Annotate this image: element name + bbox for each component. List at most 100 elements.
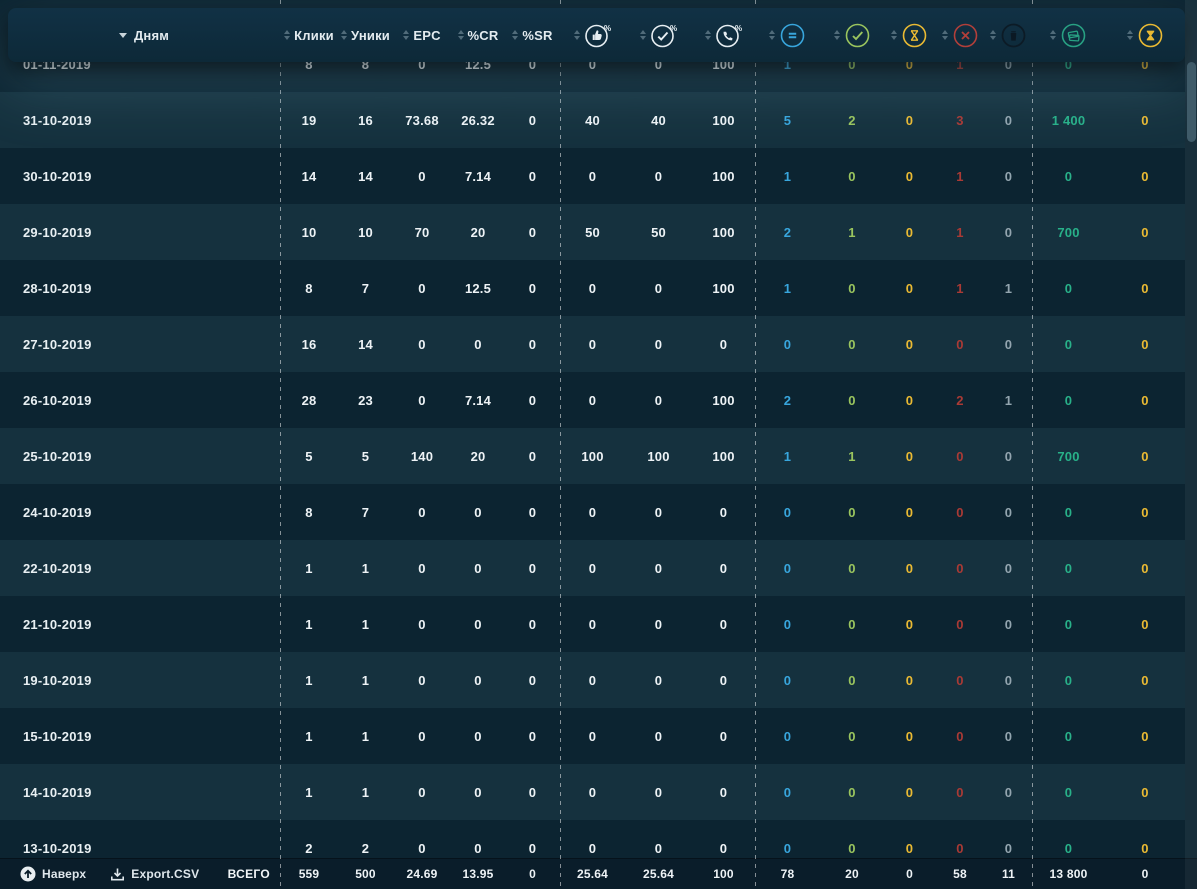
row-value: 0 [956, 448, 964, 464]
row-value: 100 [581, 448, 604, 464]
row-value: 0 [848, 504, 856, 520]
row-value: 0 [654, 392, 663, 408]
row-value: 8 [305, 280, 313, 296]
row-value: 19 [301, 112, 317, 128]
row-value: 0 [654, 504, 663, 520]
total-value: 0 [906, 867, 913, 881]
scrollbar-track[interactable] [1185, 0, 1197, 889]
row-value: 0 [1064, 784, 1073, 800]
column-header-date[interactable]: Дням [8, 8, 280, 62]
row-value: 0 [1141, 448, 1149, 464]
row-value: 0 [719, 784, 728, 800]
table-body: 01-11-2019 8 8 0 12.5 0 0 0 100 1 0 0 1 0 0 0 31-10-2019… [0, 36, 1185, 876]
row-value: 0 [1004, 672, 1013, 688]
row-value: 0 [418, 784, 426, 800]
row-value: 700 [1057, 224, 1080, 240]
row-value: 0 [418, 504, 426, 520]
row-value: 0 [1004, 616, 1013, 632]
column-header-epc[interactable]: EPC [393, 8, 451, 62]
row-value: 50 [585, 224, 600, 240]
sort-arrows-icon [341, 30, 348, 40]
column-label: Уники [351, 27, 390, 43]
column-header-leads-pending[interactable] [884, 8, 935, 62]
row-date: 28-10-2019 [23, 280, 92, 296]
row-value: 0 [528, 280, 537, 296]
check-percent-icon: % [650, 24, 677, 48]
sort-desc-icon [118, 32, 127, 38]
column-header-money-pending[interactable] [1105, 8, 1185, 62]
row-value: 1 [305, 784, 313, 800]
total-value: 13.95 [462, 867, 494, 881]
sort-arrows-icon [990, 30, 996, 40]
row-value: 0 [654, 56, 663, 72]
column-header-leads-rejected[interactable] [935, 8, 985, 62]
row-value: 0 [1064, 336, 1073, 352]
row-value: 0 [1004, 112, 1013, 128]
export-csv-button[interactable]: Export.CSV [110, 867, 199, 882]
row-value: 0 [1004, 224, 1013, 240]
row-value: 10 [358, 224, 373, 240]
row-value: 0 [588, 336, 597, 352]
column-header-call-rate[interactable]: % [692, 8, 755, 62]
total-value: 559 [298, 867, 320, 881]
row-value: 0 [1004, 840, 1013, 856]
column-header-leads-total[interactable] [755, 8, 820, 62]
row-value: 0 [905, 672, 914, 688]
back-to-top-button[interactable]: Наверх [20, 866, 86, 882]
row-value: 0 [588, 728, 597, 744]
row-value: 0 [848, 560, 856, 576]
table-row: 31-10-2019 19 16 73.68 26.32 0 40 40 100 5 2 0 3 0 1 4… [0, 92, 1185, 148]
row-value: 0 [848, 336, 856, 352]
column-header-money[interactable] [1032, 8, 1105, 62]
column-header-approve-rate[interactable]: % [560, 8, 625, 62]
row-value: 0 [848, 392, 856, 408]
row-value: 0 [588, 616, 597, 632]
sort-arrows-icon [941, 30, 948, 40]
row-date: 31-10-2019 [23, 112, 92, 128]
scrollbar-thumb[interactable] [1186, 62, 1196, 142]
sort-arrows-icon [769, 30, 775, 40]
row-value: 0 [783, 560, 792, 576]
row-value: 50 [651, 224, 666, 240]
row-date: 15-10-2019 [23, 728, 92, 744]
row-date: 22-10-2019 [23, 560, 92, 576]
row-value: 100 [712, 112, 735, 128]
row-value: 0 [783, 336, 792, 352]
column-header-leads-approved[interactable] [820, 8, 884, 62]
column-header-cr[interactable]: %CR [451, 8, 505, 62]
row-value: 0 [654, 672, 663, 688]
column-header-confirm-rate[interactable]: % [625, 8, 692, 62]
row-date: 13-10-2019 [23, 840, 92, 856]
row-value: 0 [588, 280, 597, 296]
total-value: 0 [1141, 867, 1149, 881]
sort-arrows-icon [284, 30, 291, 40]
table-row: 28-10-2019 8 7 0 12.5 0 0 0 100 1 0 0 1 1 0 0 [0, 260, 1185, 316]
row-value: 0 [418, 168, 426, 184]
row-value: 100 [712, 280, 735, 296]
row-value: 0 [1004, 728, 1013, 744]
row-value: 0 [1064, 280, 1073, 296]
column-header-sr[interactable]: %SR [505, 8, 560, 62]
row-value: 1 [956, 56, 964, 72]
column-header-uniques[interactable]: Уники [338, 8, 393, 62]
row-value: 0 [956, 616, 964, 632]
row-date: 27-10-2019 [23, 336, 92, 352]
row-value: 5 [783, 112, 792, 128]
column-label: %SR [522, 27, 553, 43]
column-header-leads-trash[interactable] [985, 8, 1032, 62]
table-row: 13-10-2019 2 2 0 0 0 0 0 0 0 0 0 0 0 0 0 [0, 820, 1185, 876]
export-csv-label: Export.CSV [131, 867, 200, 881]
row-value: 0 [905, 560, 914, 576]
row-value: 1 [305, 728, 313, 744]
row-value: 0 [1004, 448, 1013, 464]
row-value: 0 [905, 784, 914, 800]
row-value: 0 [1141, 392, 1149, 408]
total-value: 24.69 [406, 867, 438, 881]
row-value: 0 [905, 280, 914, 296]
table-row: 19-10-2019 1 1 0 0 0 0 0 0 0 0 0 0 0 0 0 [0, 652, 1185, 708]
total-value: 20 [845, 867, 859, 881]
column-separator [755, 0, 756, 889]
column-header-clicks[interactable]: Клики [280, 8, 338, 62]
row-value: 1 [956, 168, 964, 184]
